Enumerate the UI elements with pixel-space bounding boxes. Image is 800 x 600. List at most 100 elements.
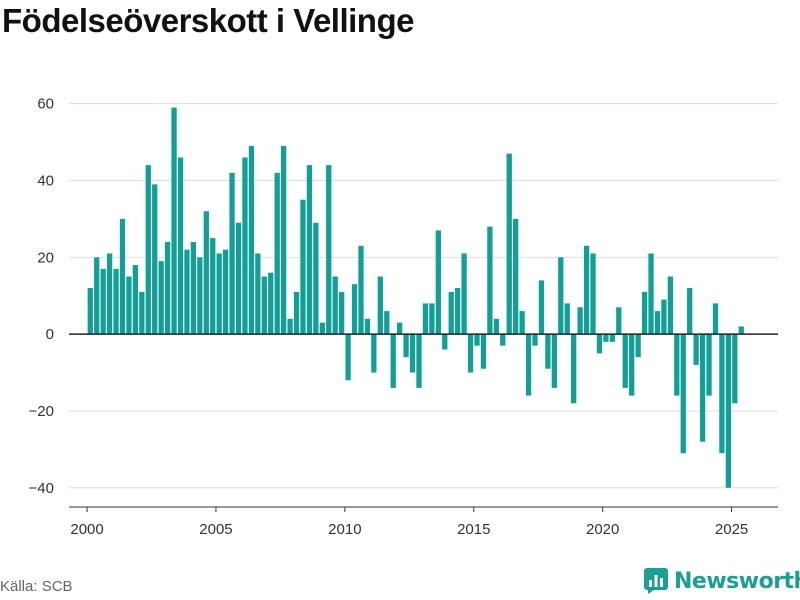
bar xyxy=(319,322,325,335)
bar xyxy=(300,199,306,335)
bar xyxy=(532,334,538,346)
source-note: Källa: SCB xyxy=(0,578,73,595)
bar xyxy=(609,334,615,342)
bar xyxy=(577,307,583,335)
bar xyxy=(126,276,132,335)
bar xyxy=(255,253,261,335)
bar xyxy=(506,153,512,335)
bar xyxy=(725,334,732,488)
bar xyxy=(113,268,119,335)
bar xyxy=(661,299,667,335)
bar xyxy=(622,334,628,388)
bar xyxy=(171,107,177,335)
bar xyxy=(500,334,506,346)
bar xyxy=(87,288,93,335)
bar xyxy=(268,272,274,335)
bar xyxy=(422,303,429,335)
y-tick-label: 60 xyxy=(37,96,54,113)
bar xyxy=(261,276,267,335)
y-tick-label: 0 xyxy=(46,326,54,343)
bar xyxy=(699,334,706,442)
bar xyxy=(177,157,184,335)
bar xyxy=(197,257,203,335)
bar xyxy=(358,245,364,335)
bar xyxy=(712,303,719,335)
chart-title: Födelseöverskott i Vellinge xyxy=(2,2,414,39)
bar xyxy=(216,253,222,335)
bar xyxy=(551,334,557,388)
bar xyxy=(397,322,403,335)
bar xyxy=(164,241,171,335)
bar xyxy=(693,334,699,365)
bar xyxy=(384,311,390,335)
bar xyxy=(590,253,596,335)
bars xyxy=(87,107,744,488)
bar xyxy=(184,249,190,335)
bar xyxy=(339,291,345,335)
bar-chart-icon xyxy=(644,568,668,594)
bar xyxy=(629,334,635,396)
bar xyxy=(145,165,151,335)
bar xyxy=(210,238,216,335)
bar xyxy=(513,218,519,335)
y-tick-label: −20 xyxy=(29,403,54,420)
bar xyxy=(545,334,551,369)
bar xyxy=(442,334,448,350)
bar xyxy=(558,257,564,335)
bar xyxy=(654,311,661,335)
x-tick-label: 2010 xyxy=(328,521,361,538)
bar xyxy=(674,334,680,396)
bar xyxy=(313,222,319,335)
bar xyxy=(100,268,106,335)
x-tick-label: 2020 xyxy=(586,521,619,538)
bar xyxy=(306,165,313,335)
bar xyxy=(274,172,280,335)
bar xyxy=(480,334,487,369)
bar xyxy=(732,334,738,404)
bar xyxy=(641,291,648,335)
y-tick-label: −40 xyxy=(29,480,54,497)
bar xyxy=(235,222,242,335)
bar xyxy=(229,172,235,335)
bar xyxy=(719,334,725,454)
y-tick-label: 40 xyxy=(37,173,54,190)
bar xyxy=(222,249,229,335)
bar xyxy=(525,334,532,396)
bar xyxy=(248,145,255,335)
bar xyxy=(345,334,351,381)
bar xyxy=(706,334,712,396)
bar xyxy=(139,291,145,335)
x-tick-label: 2005 xyxy=(199,521,232,538)
bar xyxy=(538,280,545,335)
bar xyxy=(132,265,139,335)
bar xyxy=(242,157,248,335)
x-tick-label: 2015 xyxy=(457,521,490,538)
bar xyxy=(571,334,577,404)
bar xyxy=(119,218,126,335)
bar xyxy=(448,291,454,335)
bar xyxy=(519,311,525,335)
bar xyxy=(738,326,744,335)
bar xyxy=(416,334,422,388)
bar xyxy=(293,291,300,335)
bar xyxy=(635,334,641,358)
bar xyxy=(564,303,570,335)
bar xyxy=(403,334,409,358)
bar xyxy=(603,334,609,342)
bar xyxy=(152,184,158,335)
brand-logo: Newsworthy xyxy=(644,568,800,594)
bar xyxy=(455,288,461,335)
bar xyxy=(680,334,686,454)
bar xyxy=(158,261,164,335)
bar xyxy=(616,307,622,335)
bar xyxy=(390,334,396,388)
bar xyxy=(461,253,467,335)
bar xyxy=(332,276,338,335)
bar xyxy=(429,303,435,335)
bar xyxy=(467,334,474,373)
bar xyxy=(203,211,209,335)
x-tick-label: 2025 xyxy=(715,521,748,538)
bar xyxy=(474,334,480,346)
bar xyxy=(583,245,590,335)
bar xyxy=(364,318,371,335)
